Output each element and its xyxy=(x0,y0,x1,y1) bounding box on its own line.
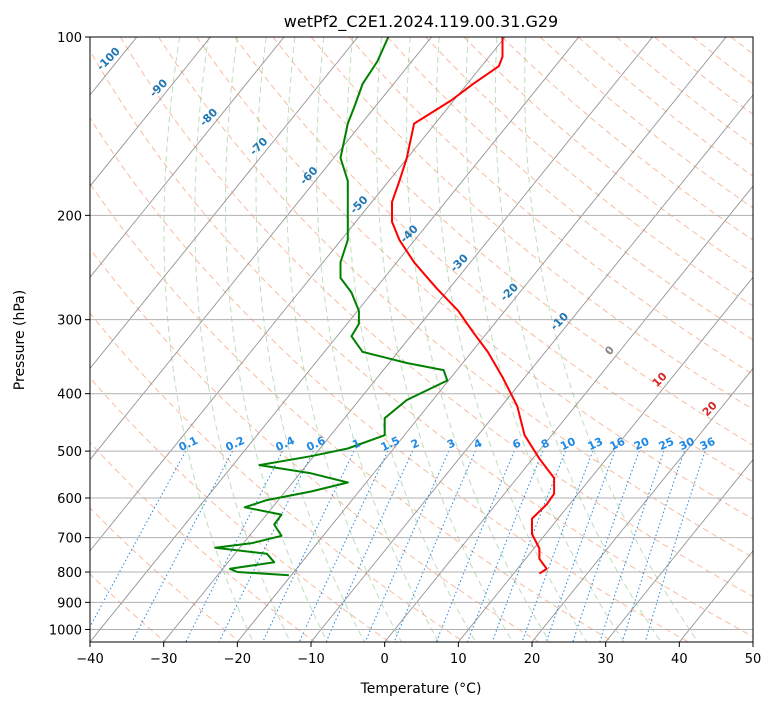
isotherm xyxy=(236,37,727,642)
y-axis-ticks: 100 200 300 400 500 600 700 800 900 1000 xyxy=(49,31,90,638)
plot-background xyxy=(90,37,753,642)
x-tick-label: 10 xyxy=(450,652,467,667)
mixing-ratio-label: 36 xyxy=(698,435,718,453)
isotherm xyxy=(90,37,285,278)
background-guides xyxy=(0,37,775,644)
chart-title: wetPf2_C2E1.2024.119.00.31.G29 xyxy=(284,12,558,32)
dry-adiabat xyxy=(349,37,753,375)
dry-adiabat xyxy=(769,37,775,644)
temperature-line xyxy=(391,37,556,575)
dry-adiabat xyxy=(387,37,753,341)
mixing-ratio-line xyxy=(599,450,665,642)
dry-adiabat xyxy=(158,37,753,559)
y-tick-label: 1000 xyxy=(49,623,82,638)
isotherm xyxy=(605,458,753,642)
y-tick-label: 900 xyxy=(57,596,82,611)
x-tick-label: 40 xyxy=(671,652,688,667)
x-tick-label: −30 xyxy=(150,652,177,667)
x-axis-ticks: −40 −30 −20 −10 0 10 20 30 40 50 xyxy=(76,642,761,667)
isotherm xyxy=(90,37,359,370)
mixing-ratio-line xyxy=(298,450,389,642)
plot-frame xyxy=(89,36,754,643)
mixing-ratio-line xyxy=(572,450,640,642)
dry-adiabat xyxy=(90,376,391,642)
isotherm xyxy=(531,367,753,642)
x-tick-label: −20 xyxy=(224,652,251,667)
mixing-ratio-line xyxy=(644,450,706,642)
x-tick-label: −10 xyxy=(297,652,324,667)
mixing-ratio-label: 20 xyxy=(632,435,652,453)
dry-adiabat xyxy=(119,37,753,598)
y-tick-label: 200 xyxy=(57,209,82,224)
mixing-ratio-line xyxy=(393,450,476,642)
x-tick-label: 0 xyxy=(381,652,389,667)
y-tick-label: 500 xyxy=(57,445,82,460)
y-tick-label: 600 xyxy=(57,492,82,507)
dry-adiabat xyxy=(196,37,753,520)
isotherm xyxy=(752,641,753,642)
mixing-ratio-line xyxy=(364,450,450,642)
dewpoint-line xyxy=(214,37,449,577)
mixing-ratio-label: 10 xyxy=(558,435,578,453)
isotherm xyxy=(384,185,753,642)
mixing-ratio-line xyxy=(545,450,616,642)
x-tick-label: 20 xyxy=(524,652,541,667)
profile-series xyxy=(214,37,556,577)
mixing-ratio-label: 13 xyxy=(586,435,605,453)
moist-adiabat xyxy=(465,37,625,642)
isotherm xyxy=(163,37,653,642)
y-tick-label: 400 xyxy=(57,388,82,403)
x-axis-title: Temperature (°C) xyxy=(360,681,482,697)
y-tick-label: 700 xyxy=(57,532,82,547)
isotherm xyxy=(310,94,753,642)
mixing-ratio-line xyxy=(185,450,284,642)
y-tick-label: 800 xyxy=(57,566,82,581)
x-tick-label: 50 xyxy=(745,652,762,667)
x-tick-label: −40 xyxy=(76,652,103,667)
dry-adiabat xyxy=(90,116,690,642)
x-tick-label: 30 xyxy=(597,652,614,667)
isotherm xyxy=(457,276,753,642)
mixing-ratio-label: 16 xyxy=(608,435,628,453)
mixing-ratio-line xyxy=(521,450,594,642)
dry-adiabat xyxy=(425,37,753,307)
y-tick-label: 100 xyxy=(57,31,82,46)
isotherm xyxy=(0,37,63,644)
isotherm xyxy=(90,37,211,187)
y-axis-title: Pressure (hPa) xyxy=(12,290,28,390)
mixing-ratio-label: 25 xyxy=(657,435,676,453)
moist-adiabat xyxy=(435,37,588,642)
mixing-ratio-line xyxy=(90,450,187,628)
mixing-ratio-line xyxy=(325,450,414,642)
isotherm xyxy=(90,37,506,552)
isotherm xyxy=(90,37,580,642)
mixing-ratio-line xyxy=(621,450,685,642)
y-tick-label: 300 xyxy=(57,314,82,329)
mixing-ratio-label: 30 xyxy=(677,435,697,453)
isotherm xyxy=(90,37,432,461)
mixing-ratio-line xyxy=(262,450,355,642)
